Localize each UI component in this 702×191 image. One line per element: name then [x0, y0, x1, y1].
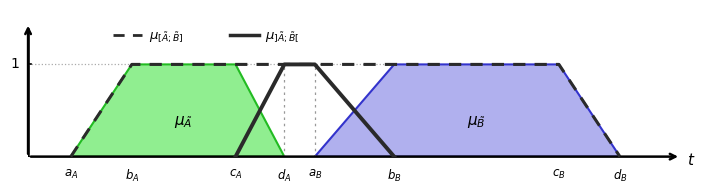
Legend: $\mu_{[\tilde{A};\tilde{B}]}$, $\mu_{]\tilde{A};\tilde{B}[}$: $\mu_{[\tilde{A};\tilde{B}]}$, $\mu_{]\t… — [113, 30, 300, 45]
Text: $a_B$: $a_B$ — [307, 168, 322, 181]
Text: 1: 1 — [10, 57, 19, 71]
Polygon shape — [71, 64, 284, 157]
Text: $t$: $t$ — [687, 152, 696, 168]
Text: $d_A$: $d_A$ — [277, 168, 291, 184]
Text: $c_A$: $c_A$ — [229, 168, 242, 181]
Text: $d_B$: $d_B$ — [613, 168, 627, 184]
Polygon shape — [315, 64, 620, 157]
Text: $\mu_{\tilde{A}}$: $\mu_{\tilde{A}}$ — [175, 114, 193, 129]
Text: $\mu_{\tilde{B}}$: $\mu_{\tilde{B}}$ — [468, 114, 486, 129]
Text: $b_B$: $b_B$ — [387, 168, 402, 184]
Text: $b_A$: $b_A$ — [124, 168, 139, 184]
Text: $c_B$: $c_B$ — [552, 168, 566, 181]
Text: $a_A$: $a_A$ — [64, 168, 78, 181]
